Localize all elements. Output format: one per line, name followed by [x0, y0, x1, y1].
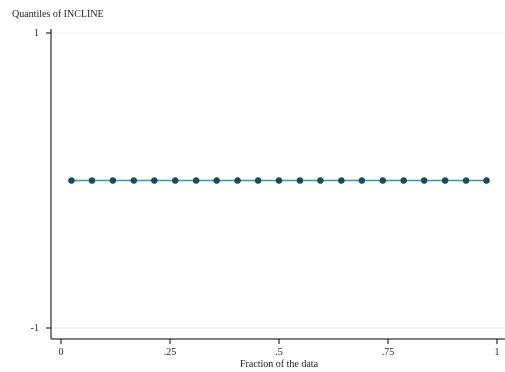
y-tick-label-0: 1 [34, 28, 39, 39]
y-axis-label: Quantiles of INCLINE [12, 9, 104, 20]
x-ticks: 0 .25 .5 .75 1 [59, 339, 500, 358]
data-point-0-6 [192, 177, 200, 184]
x-tick-label-4: 1 [495, 347, 500, 358]
data-point-0-20 [483, 177, 490, 184]
data-point-0-12 [317, 177, 324, 184]
data-point-0-4 [151, 177, 158, 184]
x-tick-label-1: .25 [164, 347, 177, 358]
x-tick-label-0: 0 [59, 347, 64, 358]
data-points [68, 177, 490, 184]
data-point-0-13 [338, 177, 345, 184]
data-point-0-0 [68, 177, 75, 184]
data-point-0-1 [88, 177, 96, 184]
data-point-0-2 [109, 177, 117, 184]
data-point-0-18 [441, 177, 449, 184]
data-point-0-11 [296, 177, 304, 184]
data-point-0-19 [462, 177, 470, 184]
x-axis-label: Fraction of the data [240, 359, 319, 370]
y-ticks: 1 -1 [31, 28, 51, 334]
data-point-0-10 [275, 177, 283, 184]
data-point-0-8 [234, 177, 241, 184]
y-tick-label-1: -1 [31, 323, 39, 334]
data-point-0-9 [254, 177, 262, 184]
gridlines [51, 32, 505, 329]
data-point-0-16 [400, 177, 407, 184]
axes [50, 29, 505, 340]
x-tick-label-3: .75 [382, 347, 395, 358]
data-point-0-17 [420, 177, 428, 184]
data-point-0-3 [130, 177, 138, 184]
data-point-0-7 [213, 177, 220, 184]
data-point-0-5 [171, 177, 179, 184]
data-point-0-14 [358, 177, 366, 184]
data-point-0-15 [379, 177, 387, 184]
x-tick-label-2: .5 [275, 347, 283, 358]
